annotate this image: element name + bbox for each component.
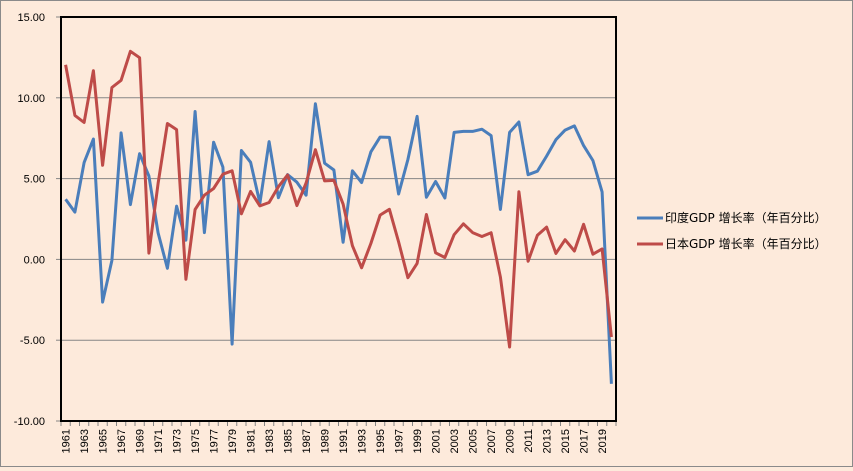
x-tick-label: 2017 bbox=[579, 429, 591, 453]
y-tick-label: 0.00 bbox=[24, 254, 45, 266]
x-tick-label: 1977 bbox=[209, 429, 221, 453]
legend: 印度GDP 增长率（年百分比） 日本GDP 增长率（年百分比） bbox=[637, 210, 827, 251]
x-tick-label: 2015 bbox=[560, 429, 572, 453]
y-tick-label: 15.00 bbox=[17, 12, 45, 24]
series-lines bbox=[64, 49, 613, 384]
x-tick-label: 1961 bbox=[61, 429, 73, 453]
x-tick-label: 1985 bbox=[283, 429, 295, 453]
x-tick-label: 2005 bbox=[468, 429, 480, 453]
y-tick-label: 10.00 bbox=[17, 93, 45, 105]
y-tick-label: 5.00 bbox=[24, 174, 45, 186]
x-tick-label: 2013 bbox=[542, 429, 554, 453]
x-tick-label: 1991 bbox=[338, 429, 350, 453]
series-line-india bbox=[64, 102, 613, 384]
x-tick-label: 1999 bbox=[412, 429, 424, 453]
x-tick-label: 1983 bbox=[264, 429, 276, 453]
series-line-japan bbox=[64, 49, 613, 349]
x-axis: 1961 1963 1965 1967 1969 1971 1973 1975 1977 1979… bbox=[60, 421, 617, 453]
x-tick-label: 1965 bbox=[98, 429, 110, 453]
x-tick-label: 1971 bbox=[153, 429, 165, 453]
x-tick-label: 1995 bbox=[375, 429, 387, 453]
x-tick-label: 1981 bbox=[246, 429, 258, 453]
x-tick-label: 1963 bbox=[79, 429, 91, 453]
x-tick-label: 1967 bbox=[116, 429, 128, 453]
gridlines bbox=[61, 17, 616, 421]
x-tick-label: 2001 bbox=[431, 429, 443, 453]
plot-area bbox=[61, 17, 616, 421]
plot-area-border bbox=[60, 16, 617, 422]
x-tick-label: 1979 bbox=[227, 429, 239, 453]
x-tick-label: 1975 bbox=[190, 429, 202, 453]
x-tick-label: 1969 bbox=[135, 429, 147, 453]
y-tick-label: -10.00 bbox=[14, 416, 45, 428]
x-tick-label: 1997 bbox=[394, 429, 406, 453]
legend-label: 印度GDP 增长率（年百分比） bbox=[665, 210, 827, 225]
x-tick-label: 2009 bbox=[505, 429, 517, 453]
x-tick-label: 2003 bbox=[449, 429, 461, 453]
x-tick-label: 2007 bbox=[486, 429, 498, 453]
y-tick-label: -5.00 bbox=[20, 335, 45, 347]
legend-label: 日本GDP 增长率（年百分比） bbox=[665, 236, 827, 251]
x-tick-label: 1993 bbox=[357, 429, 369, 453]
x-tick-label: 1973 bbox=[172, 429, 184, 453]
y-axis: 15.00 10.00 5.00 0.00 -5.00 -10.00 bbox=[14, 12, 62, 428]
x-tick-label: 1987 bbox=[301, 429, 313, 453]
x-tick-label: 2019 bbox=[597, 429, 609, 453]
x-tick-label: 2011 bbox=[523, 429, 535, 453]
x-tick-label: 1989 bbox=[320, 429, 332, 453]
